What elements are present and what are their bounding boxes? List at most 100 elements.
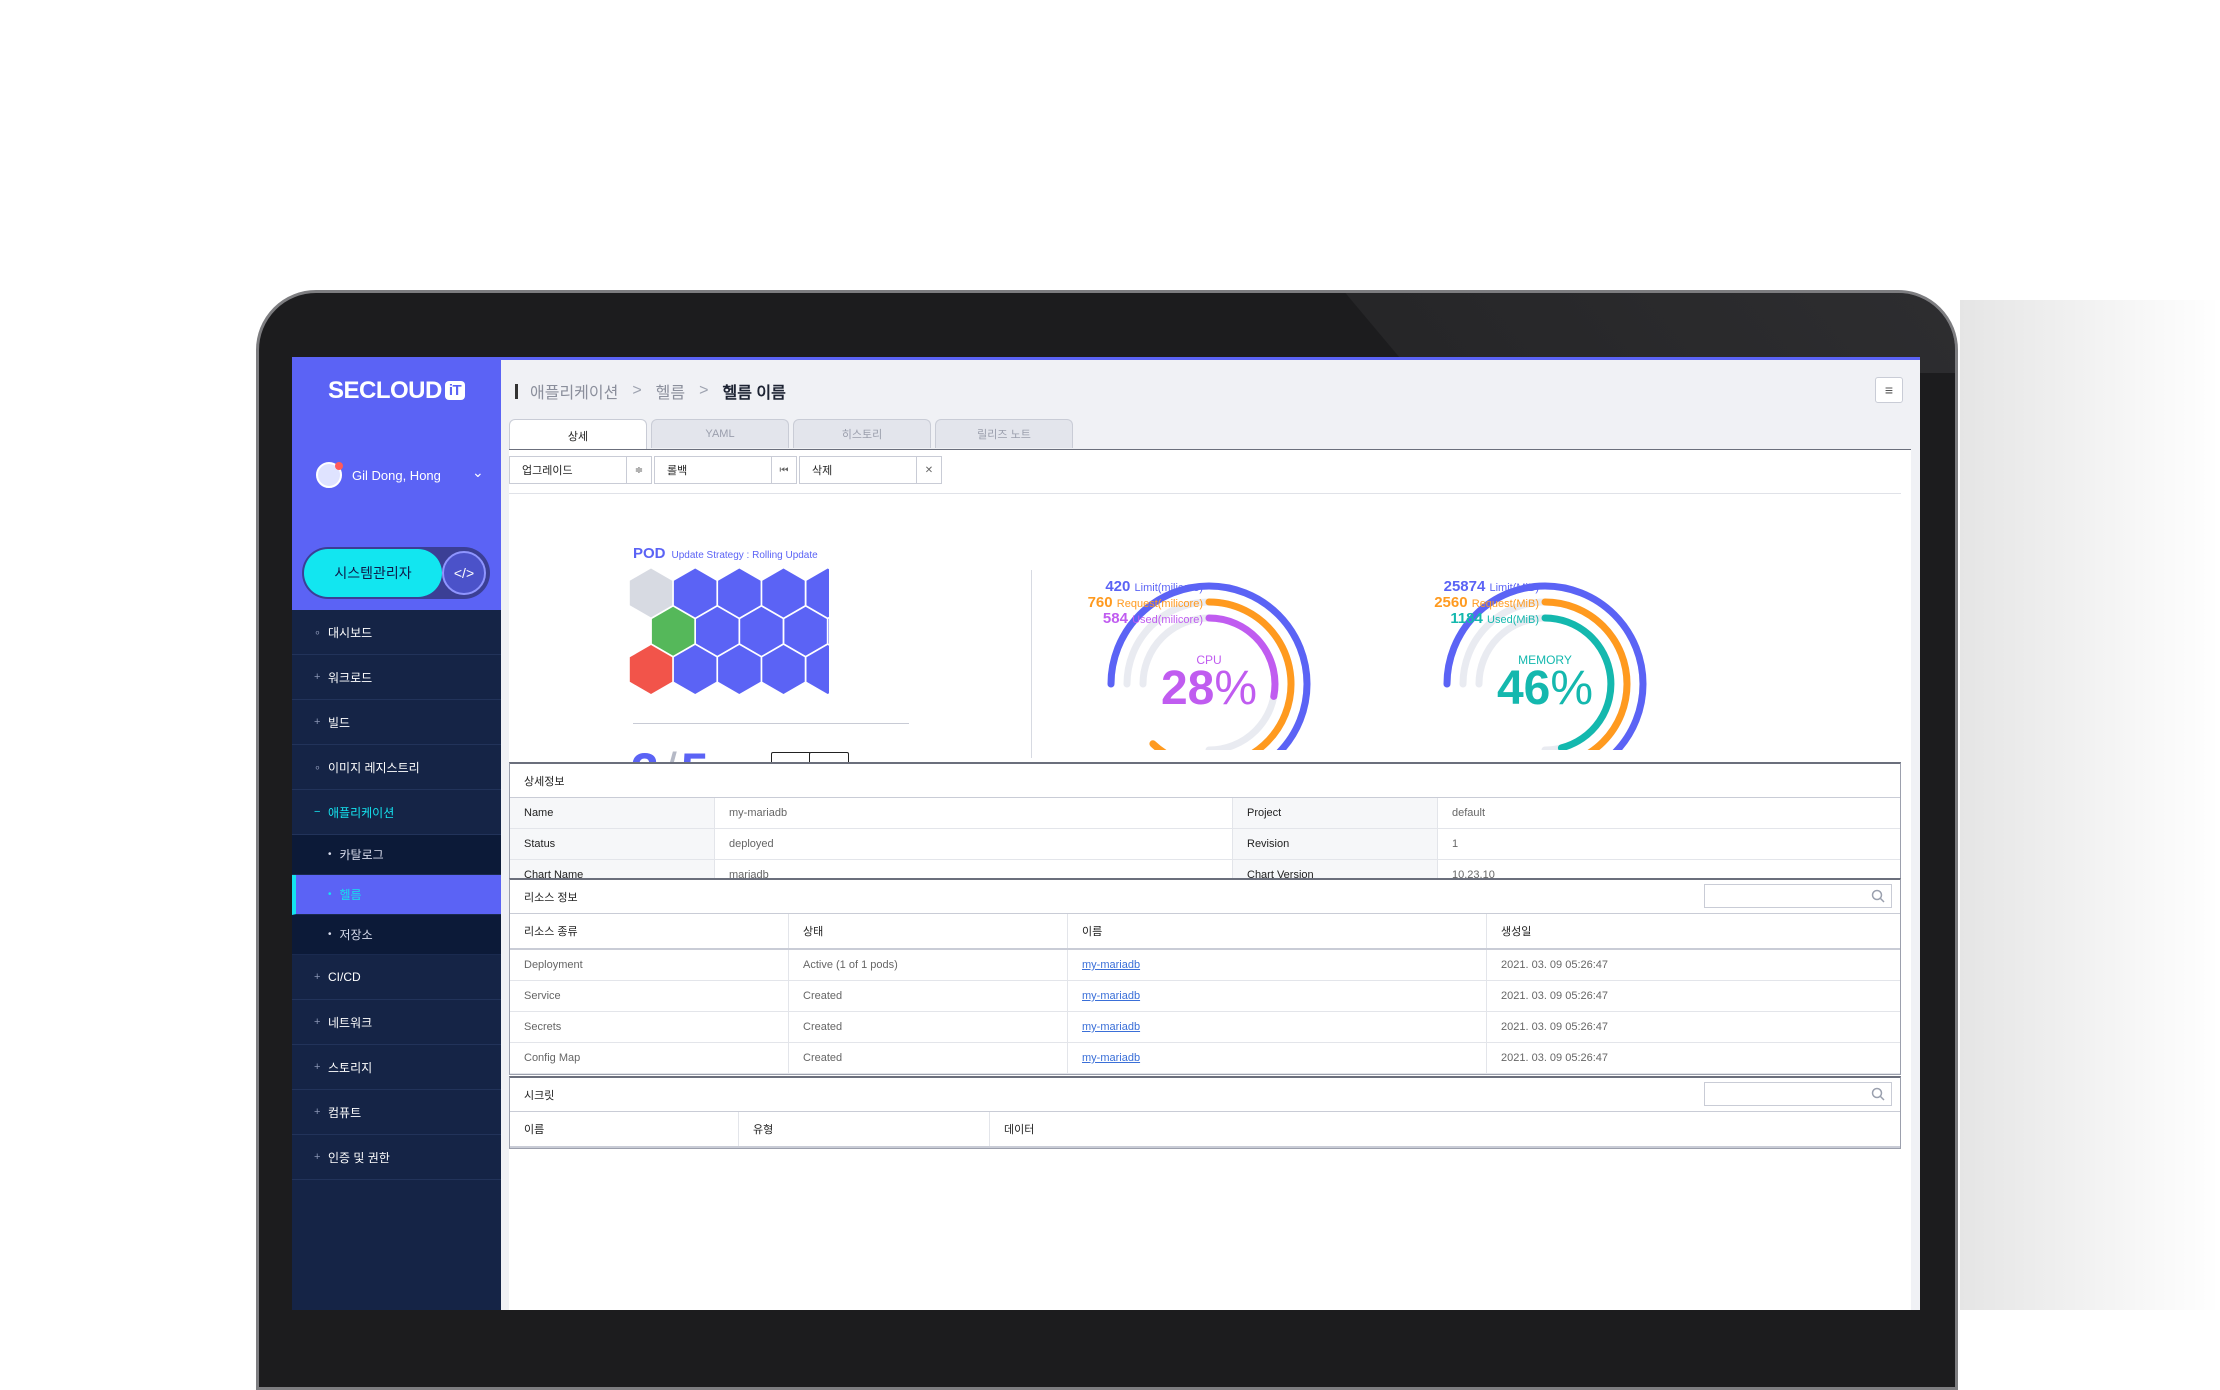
gauge-legend: 2560 Request(MiB): [1434, 594, 1539, 611]
page-title: 헬름 이름: [722, 385, 786, 402]
user-name: Gil Dong, Hong: [352, 467, 441, 483]
resource-created: 2021. 03. 09 05:26:47: [1501, 990, 1609, 1002]
limit-arc: [1443, 582, 1647, 750]
sidebar-subitem-repository[interactable]: • 저장소: [292, 915, 501, 955]
logo[interactable]: SECLOUD iT: [328, 377, 466, 405]
divider: [1031, 570, 1032, 758]
detail-key: Project: [1233, 798, 1438, 828]
resources-panel: 리소스 정보 리소스 종류 상태 이름 생성일 Deployment Active…: [509, 878, 1901, 1075]
sidebar-item-image-registry[interactable]: ∘ 이미지 레지스트리: [292, 745, 501, 790]
panel-header: 리소스 정보: [510, 880, 1900, 914]
breadcrumb-item[interactable]: 애플리케이션: [530, 385, 619, 402]
pod-hex: [784, 606, 827, 656]
gauge-percent: 46%: [1497, 662, 1593, 715]
table-row: Config Map Created my-mariadb 2021. 03. 09 …: [510, 1043, 1900, 1074]
pod-hex: [718, 568, 761, 618]
resource-status: Created: [789, 1012, 1068, 1042]
detail-value: default: [1452, 807, 1486, 819]
resource-status: Created: [789, 1043, 1068, 1073]
pod-hex: [718, 645, 761, 694]
pod-hex: [762, 568, 805, 618]
sidebar-item-storage[interactable]: + 스토리지: [292, 1045, 501, 1090]
table-row: Secrets Created my-mariadb 2021. 03. 09 05:…: [510, 1012, 1900, 1043]
sidebar-subitem-helm[interactable]: • 헬름: [292, 875, 501, 915]
detail-key: Status: [510, 829, 715, 859]
resource-link[interactable]: my-mariadb: [1082, 1021, 1141, 1033]
pod-hex: [651, 606, 695, 656]
rollback-button[interactable]: 롤백 ⏮: [654, 456, 797, 484]
sidebar-item-application[interactable]: − 애플리케이션: [292, 790, 501, 835]
resource-created: 2021. 03. 09 05:26:47: [1501, 1052, 1609, 1064]
tab-detail[interactable]: 상세: [509, 419, 647, 451]
panel-title: 시크릿: [524, 1089, 555, 1102]
resource-created: 2021. 03. 09 05:26:47: [1501, 1021, 1609, 1033]
upgrade-button[interactable]: 업그레이드 ≑: [509, 456, 652, 484]
resource-status: Active (1 of 1 pods): [789, 950, 1068, 980]
gauge-legend: 1184 Used(MiB): [1450, 610, 1539, 627]
search-input[interactable]: [1704, 1082, 1892, 1106]
detail-key: Name: [510, 798, 715, 828]
sidebar-item-compute[interactable]: + 컴퓨트: [292, 1090, 501, 1135]
secrets-panel: 시크릿 이름 유형 데이터: [509, 1076, 1901, 1149]
main-area: 애플리케이션 > 헬름 > 헬름 이름 ≡ 상세 YAML 히스토리 릴리즈 노…: [501, 357, 1920, 1310]
sidebar-item-build[interactable]: + 빌드: [292, 700, 501, 745]
pod-hex: [629, 645, 673, 694]
avatar: [316, 462, 343, 488]
sidebar-item-cicd[interactable]: + CI/CD: [292, 955, 501, 1000]
code-icon[interactable]: </>: [442, 551, 486, 595]
resource-created: 2021. 03. 09 05:26:47: [1501, 959, 1609, 971]
resource-type: Service: [510, 981, 789, 1011]
detail-value: deployed: [715, 829, 1233, 859]
gauge-name: MEMORY: [1518, 653, 1572, 667]
pod-hex: [673, 568, 717, 618]
gauge-percent: 28%: [1161, 662, 1257, 715]
user-menu[interactable]: Gil Dong, Hong: [316, 462, 441, 488]
gauge-legend: 760 Request(milicore): [1088, 594, 1203, 611]
resource-link[interactable]: my-mariadb: [1082, 990, 1141, 1002]
resource-type: Secrets: [510, 1012, 789, 1042]
sidebar-item-dashboard[interactable]: ∘ 대시보드: [292, 610, 501, 655]
rollback-icon: ⏮: [779, 464, 789, 476]
used-arc: [1205, 614, 1279, 700]
detail-content: 업그레이드 ≑ 롤백 ⏮ 삭제 ✕ POD Update Strategy : Roll…: [509, 449, 1911, 1310]
delete-button[interactable]: 삭제 ✕: [799, 456, 942, 484]
detail-value: 1: [1452, 838, 1459, 850]
panel-header: 시크릿: [510, 1078, 1900, 1112]
tab-yaml[interactable]: YAML: [651, 419, 789, 448]
sidebar-subitem-catalog[interactable]: • 카탈로그: [292, 835, 501, 875]
divider: [509, 493, 1901, 494]
used-arc: [1541, 614, 1615, 750]
sidebar-item-network[interactable]: + 네트워크: [292, 1000, 501, 1045]
search-icon: [1871, 889, 1885, 903]
detail-row: Status deployed Revision 1: [510, 829, 1900, 860]
search-input[interactable]: [1704, 884, 1892, 908]
sidebar-item-auth[interactable]: + 인증 및 권한: [292, 1135, 501, 1180]
breadcrumb-item[interactable]: 헬름: [655, 385, 686, 402]
resource-link[interactable]: my-mariadb: [1082, 1052, 1141, 1064]
sidebar-item-workload[interactable]: + 워크로드: [292, 655, 501, 700]
pod-hex: [629, 568, 673, 618]
chevron-down-icon[interactable]: ⌄: [472, 464, 484, 480]
divider: [633, 723, 909, 724]
app-screen: SECLOUD iT Gil Dong, Hong ⌄ 시스템관리자 </> ∘ 대…: [292, 357, 1920, 1310]
hamburger-menu-icon[interactable]: ≡: [1875, 377, 1903, 403]
role-button[interactable]: 시스템관리자: [304, 549, 442, 597]
gauge-legend: 584 Used(milicore): [1103, 610, 1203, 627]
role-switch: 시스템관리자 </>: [302, 547, 490, 599]
table-row: Deployment Active (1 of 1 pods) my-mariadb…: [510, 950, 1900, 981]
detail-value: my-mariadb: [715, 798, 1233, 828]
search-icon: [1871, 1087, 1885, 1101]
sidebar-subnav: • 카탈로그 • 헬름 • 저장소: [292, 835, 501, 955]
panel-title: 리소스 정보: [524, 891, 578, 904]
gauge-legend: 25874 Limit(MiB): [1444, 578, 1539, 595]
tab-history[interactable]: 히스토리: [793, 419, 931, 448]
top-accent-line: [501, 357, 1920, 360]
pod-hex: [762, 645, 805, 694]
upgrade-icon: ≑: [634, 464, 644, 476]
gauge-name: CPU: [1196, 653, 1221, 667]
limit-arc: [1107, 582, 1311, 750]
resource-link[interactable]: my-mariadb: [1082, 959, 1141, 971]
tab-release-notes[interactable]: 릴리즈 노트: [935, 419, 1073, 448]
